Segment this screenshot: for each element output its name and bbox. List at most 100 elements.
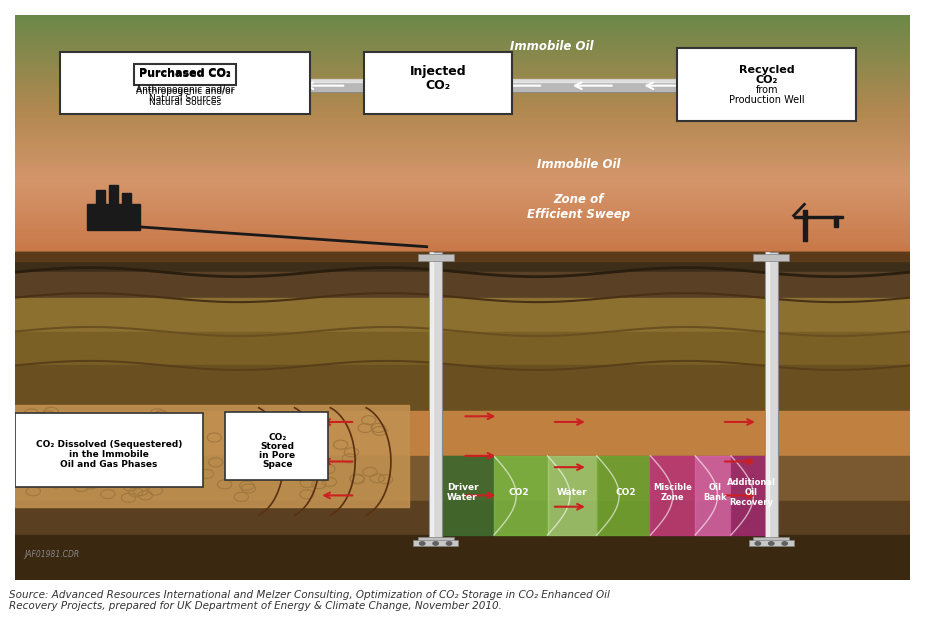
Bar <box>834 216 838 227</box>
Bar <box>413 540 458 547</box>
Bar <box>15 54 910 56</box>
Bar <box>15 332 910 365</box>
Bar <box>794 216 843 218</box>
Bar <box>15 252 910 261</box>
Bar <box>15 152 910 154</box>
Text: JAF01981.CDR: JAF01981.CDR <box>24 550 79 559</box>
Circle shape <box>769 542 774 545</box>
Text: Space: Space <box>262 460 292 469</box>
Text: Source: Advanced Resources International and Melzer Consulting, Optimization of : Source: Advanced Resources International… <box>9 589 610 611</box>
Bar <box>429 252 442 541</box>
Text: Stored: Stored <box>260 442 294 451</box>
Text: CO2: CO2 <box>616 488 636 497</box>
Bar <box>15 202 910 205</box>
FancyBboxPatch shape <box>226 412 328 479</box>
Bar <box>15 166 910 170</box>
Text: in Pore: in Pore <box>259 451 295 460</box>
FancyBboxPatch shape <box>677 48 857 121</box>
Bar <box>15 250 910 252</box>
Bar <box>15 163 910 166</box>
Bar <box>15 110 910 113</box>
Bar <box>15 77 910 80</box>
Bar <box>15 223 910 226</box>
Bar <box>15 72 910 74</box>
Text: CO₂ Dissolved (Sequestered): CO₂ Dissolved (Sequestered) <box>36 440 182 449</box>
Text: Zone of
Efficient Sweep: Zone of Efficient Sweep <box>527 193 631 221</box>
Text: Purchased CO₂: Purchased CO₂ <box>139 68 231 78</box>
Bar <box>15 148 910 152</box>
Text: CO₂: CO₂ <box>268 433 287 442</box>
Text: Oil and Gas Phases: Oil and Gas Phases <box>60 460 157 469</box>
Bar <box>176 79 704 92</box>
Bar <box>15 74 910 77</box>
Bar <box>15 190 910 193</box>
Bar <box>15 235 910 237</box>
Bar <box>15 56 910 60</box>
Bar <box>15 131 910 134</box>
Bar <box>418 254 453 261</box>
Bar <box>15 80 910 83</box>
Text: Anthropogenic and/or: Anthropogenic and/or <box>136 85 234 94</box>
Text: Immobile Oil: Immobile Oil <box>511 40 594 52</box>
Bar <box>15 228 910 232</box>
Bar <box>15 33 910 36</box>
Bar <box>15 208 910 211</box>
Bar <box>15 178 910 181</box>
Text: Purchased CO₂: Purchased CO₂ <box>139 69 231 79</box>
Bar <box>15 63 910 65</box>
Bar <box>15 365 910 411</box>
Text: Recycled: Recycled <box>739 65 795 76</box>
Bar <box>15 243 910 246</box>
Bar <box>15 456 910 501</box>
Bar <box>15 220 910 223</box>
Bar <box>15 51 910 54</box>
Bar <box>15 83 910 86</box>
Bar <box>15 65 910 68</box>
Bar <box>15 30 910 33</box>
Bar <box>765 252 778 541</box>
Bar <box>15 172 910 175</box>
Bar <box>15 175 910 178</box>
Bar <box>15 143 910 145</box>
Bar <box>548 456 597 535</box>
Bar <box>15 107 910 110</box>
Bar <box>15 134 910 137</box>
Text: from: from <box>756 84 778 95</box>
Bar <box>15 24 910 27</box>
Bar <box>15 92 910 95</box>
Bar <box>15 501 910 535</box>
Text: CO2: CO2 <box>509 488 529 497</box>
Bar <box>109 184 117 204</box>
Bar <box>650 456 696 535</box>
FancyBboxPatch shape <box>60 52 311 114</box>
Bar <box>15 68 910 72</box>
Bar <box>122 193 131 204</box>
Bar <box>494 456 548 535</box>
Bar <box>597 456 650 535</box>
Bar <box>15 232 910 235</box>
Text: Oil
Bank: Oil Bank <box>703 483 727 502</box>
Bar <box>749 540 794 547</box>
Bar <box>696 456 731 535</box>
Bar <box>753 254 789 261</box>
Bar <box>15 98 910 101</box>
Text: Production Well: Production Well <box>729 95 805 105</box>
Bar <box>15 45 910 47</box>
Bar <box>15 104 910 107</box>
Bar <box>15 157 910 161</box>
Bar <box>15 128 910 131</box>
Bar <box>15 113 910 116</box>
Text: Miscible
Zone: Miscible Zone <box>653 483 692 502</box>
Bar <box>15 101 910 104</box>
Bar <box>15 18 910 21</box>
FancyBboxPatch shape <box>364 52 512 114</box>
Bar <box>15 95 910 98</box>
Bar <box>15 36 910 39</box>
Bar <box>15 184 910 187</box>
Bar <box>15 241 910 243</box>
Bar <box>15 405 409 507</box>
Bar <box>15 187 910 190</box>
Bar <box>15 86 910 89</box>
Bar <box>15 42 910 45</box>
Bar <box>15 27 910 30</box>
